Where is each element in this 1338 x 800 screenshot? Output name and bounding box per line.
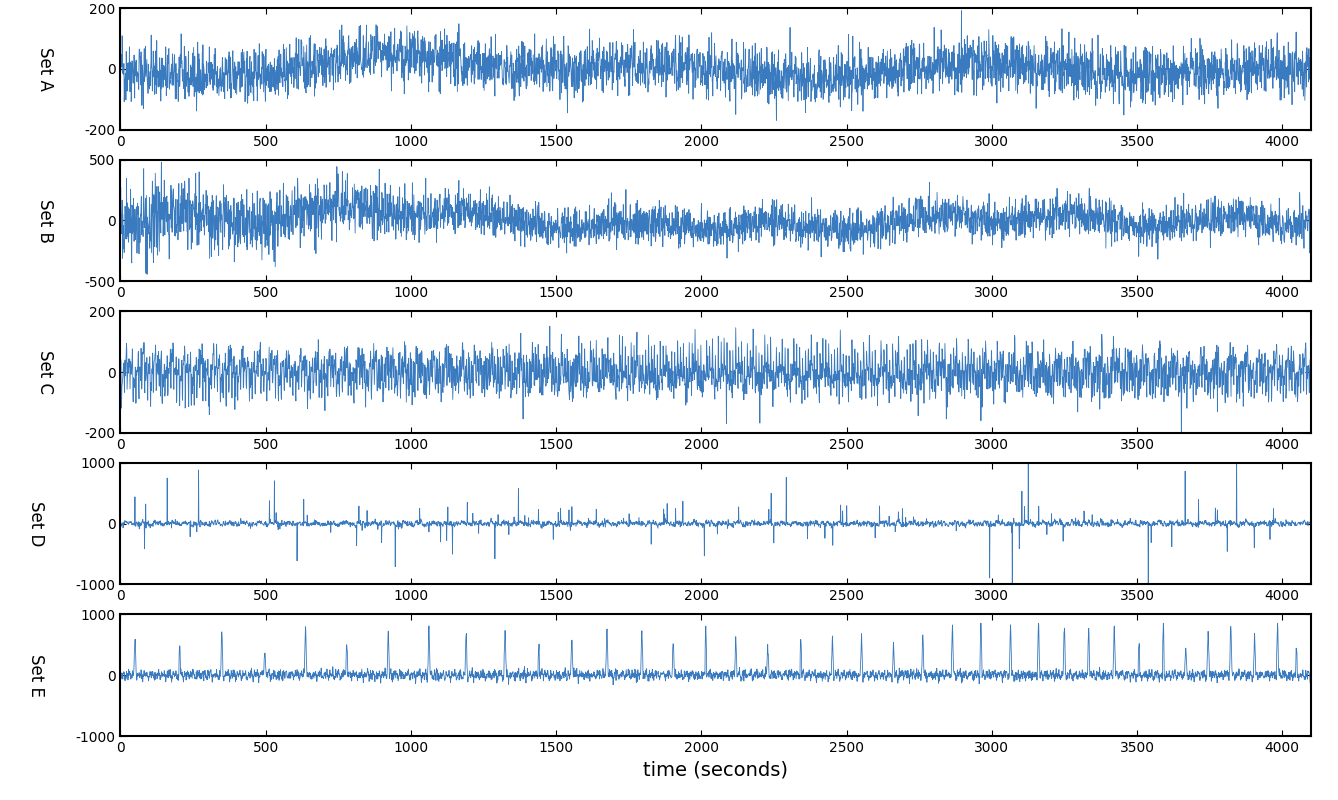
X-axis label: time (seconds): time (seconds) xyxy=(644,761,788,779)
Y-axis label: Set B: Set B xyxy=(36,198,54,242)
Y-axis label: Set D: Set D xyxy=(27,501,45,546)
Y-axis label: Set A: Set A xyxy=(36,47,54,91)
Y-axis label: Set C: Set C xyxy=(36,350,54,394)
Y-axis label: Set E: Set E xyxy=(27,654,45,697)
